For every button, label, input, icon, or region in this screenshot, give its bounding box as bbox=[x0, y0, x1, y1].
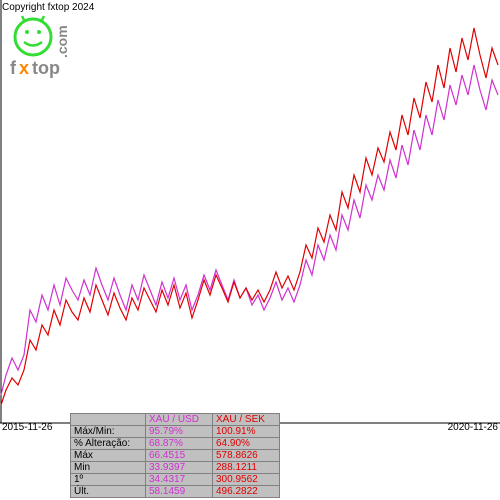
table-header-s2: XAU / SEK bbox=[213, 414, 280, 426]
table-cell-s1: 95.79% bbox=[146, 426, 213, 438]
table-row: % Alteração: 68.87% 64.90% bbox=[71, 438, 280, 450]
table-cell-s2: 288.1211 bbox=[213, 462, 280, 474]
table-row: Máx/Min: 95.79% 100.91% bbox=[71, 426, 280, 438]
table-row-label: Últ. bbox=[71, 486, 146, 498]
table-cell bbox=[71, 414, 146, 426]
table-row-label: % Alteração: bbox=[71, 438, 146, 450]
table-cell-s2: 578.8626 bbox=[213, 450, 280, 462]
stats-table: XAU / USD XAU / SEK Máx/Min: 95.79% 100.… bbox=[70, 413, 280, 498]
table-cell-s1: 33.9397 bbox=[146, 462, 213, 474]
table-cell-s2: 64.90% bbox=[213, 438, 280, 450]
table-cell-s1: 68.87% bbox=[146, 438, 213, 450]
table-row-label: Máx/Min: bbox=[71, 426, 146, 438]
table-cell-s1: 66.4515 bbox=[146, 450, 213, 462]
table-row: Máx 66.4515 578.8626 bbox=[71, 450, 280, 462]
table-cell-s2: 300.9562 bbox=[213, 474, 280, 486]
table-header-s1: XAU / USD bbox=[146, 414, 213, 426]
table-row-label: 1º bbox=[71, 474, 146, 486]
table-cell-s2: 496.2822 bbox=[213, 486, 280, 498]
x-axis-end: 2020-11-26 bbox=[448, 422, 498, 433]
table-header-row: XAU / USD XAU / SEK bbox=[71, 414, 280, 426]
x-axis-start: 2015-11-26 bbox=[2, 422, 52, 433]
table-cell-s1: 58.1459 bbox=[146, 486, 213, 498]
series-xau---sek bbox=[1, 28, 498, 405]
series-xau---usd bbox=[1, 65, 498, 395]
table-row: Últ. 58.1459 496.2822 bbox=[71, 486, 280, 498]
table-row: 1º 34.4317 300.9562 bbox=[71, 474, 280, 486]
table-row-label: Máx bbox=[71, 450, 146, 462]
table-cell-s1: 34.4317 bbox=[146, 474, 213, 486]
table-row-label: Min bbox=[71, 462, 146, 474]
table-cell-s2: 100.91% bbox=[213, 426, 280, 438]
table-row: Min 33.9397 288.1211 bbox=[71, 462, 280, 474]
line-chart bbox=[0, 0, 500, 425]
